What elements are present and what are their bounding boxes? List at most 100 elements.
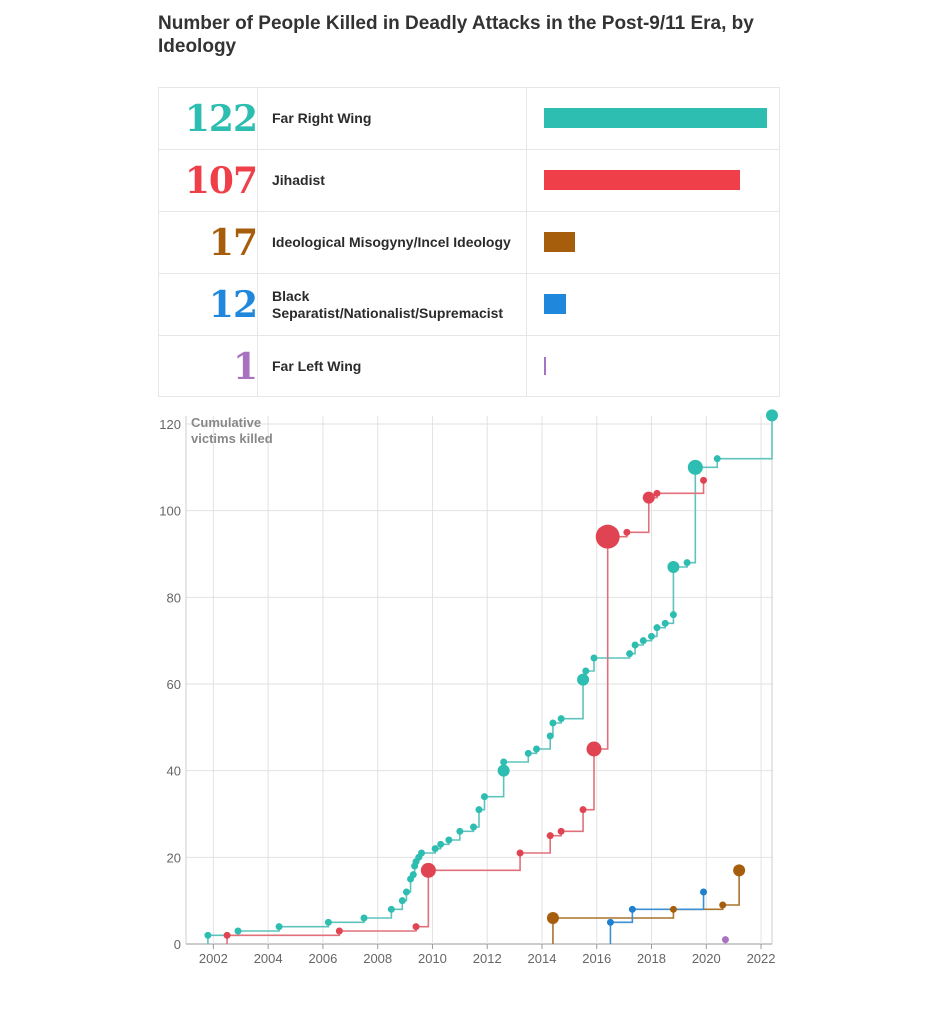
bar-jihadist <box>544 170 740 190</box>
bar-black-separatist <box>544 294 566 314</box>
data-point-ideological-misogyny-incel-ideology <box>546 912 559 924</box>
series-line-black-separatist-nationalist-supremacist <box>609 892 705 944</box>
data-point-far-right-wing <box>639 637 647 645</box>
x-tick-label-2002: 2002 <box>199 951 228 966</box>
data-point-jihadist <box>223 931 231 939</box>
data-point-jihadist <box>557 827 565 835</box>
data-point-far-right-wing <box>470 823 478 831</box>
chart-title: Number of People Killed in Deadly Attack… <box>158 13 754 57</box>
y-tick-label-120: 120 <box>159 417 181 432</box>
y-axis-label-line2: victims killed <box>191 431 273 446</box>
summary-row-far-left: 1 Far Left Wing <box>159 336 779 398</box>
data-point-far-right-wing <box>275 923 283 931</box>
data-point-far-left-wing <box>721 936 729 944</box>
data-point-jihadist <box>516 849 524 857</box>
data-point-far-right-wing <box>653 624 661 632</box>
data-point-far-right-wing <box>234 927 242 935</box>
data-point-jihadist <box>579 806 587 814</box>
data-point-far-right-wing <box>409 871 417 879</box>
count-far-left: 1 <box>232 345 258 388</box>
summary-row-black-separatist: 12 Black Separatist/Nationalist/Supremac… <box>159 274 779 336</box>
data-point-far-right-wing <box>533 745 541 753</box>
data-point-far-right-wing <box>497 764 510 777</box>
data-point-far-right-wing <box>546 732 554 740</box>
data-point-far-right-wing <box>204 931 212 939</box>
cumulative-chart: 0 20 40 60 80 100 120 2002 2004 2006 2008 2010 2012 2… <box>159 409 778 966</box>
data-point-far-right-wing <box>557 715 565 723</box>
summary-table: 122 Far Right Wing 107 Jihadist 17 Ideol… <box>158 87 780 397</box>
data-point-far-right-wing <box>445 836 453 844</box>
data-point-far-right-wing <box>590 654 598 662</box>
label-jihadist: Jihadist <box>257 150 527 211</box>
label-incel: Ideological Misogyny/Incel Ideology <box>257 212 527 273</box>
x-tick-label-2012: 2012 <box>473 951 502 966</box>
data-point-far-right-wing <box>480 793 488 801</box>
x-tick-label-2014: 2014 <box>528 951 557 966</box>
x-tick-label-2016: 2016 <box>582 951 611 966</box>
data-point-far-right-wing <box>324 918 332 926</box>
data-point-ideological-misogyny-incel-ideology <box>719 901 727 909</box>
y-tick-label-40: 40 <box>167 764 181 779</box>
summary-row-incel: 17 Ideological Misogyny/Incel Ideology <box>159 212 779 274</box>
data-point-jihadist <box>546 832 554 840</box>
series-line-far-right-wing <box>207 415 773 944</box>
data-point-far-right-wing <box>687 459 703 475</box>
y-tick-label-0: 0 <box>174 937 181 952</box>
bar-far-right <box>544 108 767 128</box>
data-point-far-right-wing <box>549 719 557 727</box>
x-tick-label-2018: 2018 <box>637 951 666 966</box>
data-point-far-right-wing <box>669 611 677 619</box>
data-point-far-right-wing <box>626 650 634 658</box>
y-tick-label-100: 100 <box>159 504 181 519</box>
x-tick-label-2004: 2004 <box>254 951 283 966</box>
data-point-jihadist <box>653 489 661 497</box>
data-point-jihadist <box>700 476 708 484</box>
data-point-far-right-wing <box>667 561 680 573</box>
data-point-far-right-wing <box>398 897 406 905</box>
series-line-jihadist <box>226 480 705 944</box>
data-point-jihadist <box>623 528 631 536</box>
y-tick-label-80: 80 <box>167 590 181 605</box>
label-black-separatist: Black Separatist/Nationalist/Supremacist <box>257 274 527 335</box>
data-point-far-right-wing <box>402 888 410 896</box>
data-point-far-right-wing <box>577 673 590 686</box>
data-point-far-right-wing <box>631 641 639 649</box>
count-black-separatist: 12 <box>208 283 258 326</box>
bar-incel <box>544 232 576 252</box>
data-point-far-right-wing <box>713 455 721 463</box>
data-point-far-right-wing <box>456 827 464 835</box>
x-tick-label-2006: 2006 <box>308 951 337 966</box>
data-point-ideological-misogyny-incel-ideology <box>669 905 677 913</box>
summary-row-far-right: 122 Far Right Wing <box>159 88 779 150</box>
data-point-jihadist <box>595 524 620 549</box>
y-tick-label-60: 60 <box>167 677 181 692</box>
label-far-left: Far Left Wing <box>257 336 527 397</box>
data-point-far-right-wing <box>475 806 483 814</box>
data-point-far-right-wing <box>387 905 395 913</box>
data-point-black-separatist-nationalist-supremacist <box>628 905 636 913</box>
y-axis-label-line1: Cumulative <box>191 415 261 430</box>
data-point-ideological-misogyny-incel-ideology <box>733 864 746 877</box>
bar-far-left <box>544 357 546 375</box>
data-point-far-right-wing <box>500 758 508 766</box>
data-point-far-right-wing <box>648 632 656 640</box>
data-point-jihadist <box>586 741 602 757</box>
data-point-jihadist <box>420 862 436 878</box>
y-tick-label-20: 20 <box>167 850 181 865</box>
x-tick-label-2008: 2008 <box>363 951 392 966</box>
data-point-far-right-wing <box>437 840 445 848</box>
data-point-far-right-wing <box>524 749 532 757</box>
summary-row-jihadist: 107 Jihadist <box>159 150 779 212</box>
data-point-black-separatist-nationalist-supremacist <box>606 918 614 926</box>
count-incel: 17 <box>208 221 258 264</box>
data-point-far-right-wing <box>661 619 669 627</box>
x-tick-label-2022: 2022 <box>747 951 776 966</box>
data-point-far-right-wing <box>582 667 590 675</box>
data-point-far-right-wing <box>431 845 439 853</box>
count-far-right: 122 <box>184 97 258 140</box>
x-tick-label-2010: 2010 <box>418 951 447 966</box>
series-line-ideological-misogyny-incel-ideology <box>552 870 740 944</box>
data-point-far-right-wing <box>766 409 778 422</box>
data-point-far-right-wing <box>417 849 425 857</box>
data-point-far-right-wing <box>360 914 368 922</box>
